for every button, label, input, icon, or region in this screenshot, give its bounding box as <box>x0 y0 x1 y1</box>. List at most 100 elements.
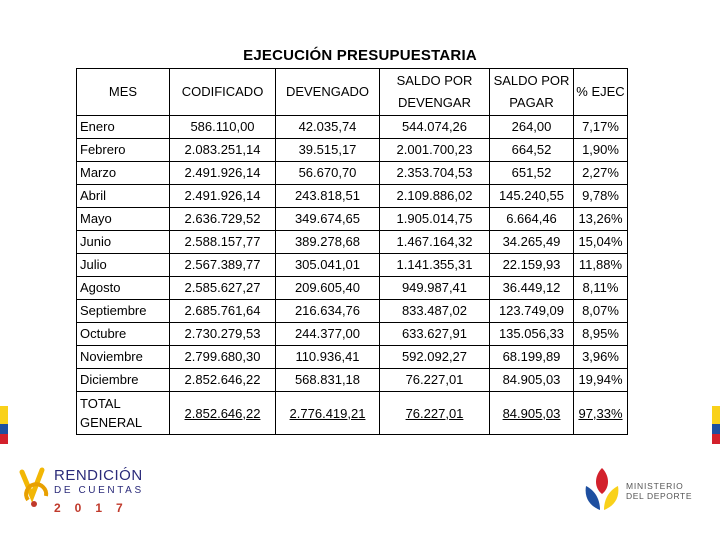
cell-pct-ejec: 3,96% <box>573 345 628 369</box>
cell-saldo-pagar: 22.159,93 <box>489 253 574 277</box>
cell-mes: Julio <box>76 253 170 277</box>
cell-saldo-pagar: 651,52 <box>489 161 574 185</box>
cell-mes: Noviembre <box>76 345 170 369</box>
cell-devengado: 216.634,76 <box>275 299 380 323</box>
table-row: Mayo 2.636.729,52 349.674,65 1.905.014,75 6.… <box>76 207 628 231</box>
table-row: Agosto 2.585.627,27 209.605,40 949.987,41 36… <box>76 276 628 300</box>
cell-devengado: 244.377,00 <box>275 322 380 346</box>
cell-saldo-pagar: 84.905,03 <box>489 368 574 392</box>
header-saldo-pagar: SALDO POR PAGAR <box>489 68 574 116</box>
header-devengado: DEVENGADO <box>275 68 380 116</box>
total-cell-saldo-pagar: 84.905,03 <box>489 391 574 435</box>
cell-codificado: 2.083.251,14 <box>169 138 276 162</box>
cell-pct-ejec: 13,26% <box>573 207 628 231</box>
cell-pct-ejec: 8,07% <box>573 299 628 323</box>
total-row: TOTAL GENERAL 2.852.646,22 2.776.419,21 76.… <box>76 391 628 435</box>
header-mes: MES <box>76 68 170 116</box>
cell-devengado: 39.515,17 <box>275 138 380 162</box>
ministerio-line1: MINISTERIO <box>626 481 684 491</box>
cell-saldo-devengar: 833.487,02 <box>379 299 490 323</box>
ministerio-deporte-logo: MINISTERIO DEL DEPORTE <box>580 466 710 516</box>
cell-saldo-devengar: 2.001.700,23 <box>379 138 490 162</box>
cell-devengado: 305.041,01 <box>275 253 380 277</box>
cell-codificado: 2.588.157,77 <box>169 230 276 254</box>
cell-mes: Abril <box>76 184 170 208</box>
header-pct-ejec: % EJEC <box>573 68 628 116</box>
cell-devengado: 56.670,70 <box>275 161 380 185</box>
cell-pct-ejec: 1,90% <box>573 138 628 162</box>
rendicion-cuentas-logo: RENDICIÓN DE CUENTAS 2017 <box>18 464 148 522</box>
cell-devengado: 42.035,74 <box>275 115 380 139</box>
cell-codificado: 2.491.926,14 <box>169 161 276 185</box>
cell-saldo-devengar: 544.074,26 <box>379 115 490 139</box>
cell-saldo-devengar: 2.109.886,02 <box>379 184 490 208</box>
cell-mes: Junio <box>76 230 170 254</box>
budget-table: MES CODIFICADO DEVENGADO SALDO POR DEVEN… <box>76 68 628 435</box>
table-row: Abril 2.491.926,14 243.818,51 2.109.886,02 1… <box>76 184 628 208</box>
cell-saldo-pagar: 264,00 <box>489 115 574 139</box>
cell-devengado: 568.831,18 <box>275 368 380 392</box>
cell-pct-ejec: 9,78% <box>573 184 628 208</box>
table-header-row: MES CODIFICADO DEVENGADO SALDO POR DEVEN… <box>76 68 628 116</box>
header-codificado: CODIFICADO <box>169 68 276 116</box>
cell-mes: Agosto <box>76 276 170 300</box>
cell-codificado: 2.799.680,30 <box>169 345 276 369</box>
total-cell-codificado: 2.852.646,22 <box>169 391 276 435</box>
cell-codificado: 2.491.926,14 <box>169 184 276 208</box>
table-row: Septiembre 2.685.761,64 216.634,76 833.487,… <box>76 299 628 323</box>
header-saldo-devengar: SALDO POR DEVENGAR <box>379 68 490 116</box>
total-cell-devengado: 2.776.419,21 <box>275 391 380 435</box>
table-row: Noviembre 2.799.680,30 110.936,41 592.092,2… <box>76 345 628 369</box>
cell-saldo-pagar: 36.449,12 <box>489 276 574 300</box>
cell-saldo-devengar: 2.353.704,53 <box>379 161 490 185</box>
page-title: EJECUCIÓN PRESUPUESTARIA <box>243 47 477 64</box>
total-cell-pct-ejec: 97,33% <box>573 391 628 435</box>
cell-pct-ejec: 2,27% <box>573 161 628 185</box>
table-row: Julio 2.567.389,77 305.041,01 1.141.355,31 2… <box>76 253 628 277</box>
cell-codificado: 2.585.627,27 <box>169 276 276 300</box>
flag-stripe-left <box>0 406 8 444</box>
total-cell-mes: TOTAL GENERAL <box>76 391 170 435</box>
cell-saldo-pagar: 123.749,09 <box>489 299 574 323</box>
cell-devengado: 243.818,51 <box>275 184 380 208</box>
cell-pct-ejec: 11,88% <box>573 253 628 277</box>
rendicion-line2: DE CUENTAS <box>54 485 144 496</box>
cell-devengado: 209.605,40 <box>275 276 380 300</box>
cell-mes: Febrero <box>76 138 170 162</box>
total-cell-saldo-devengar: 76.227,01 <box>379 391 490 435</box>
cell-codificado: 2.636.729,52 <box>169 207 276 231</box>
cell-saldo-pagar: 664,52 <box>489 138 574 162</box>
cell-mes: Enero <box>76 115 170 139</box>
cell-saldo-pagar: 6.664,46 <box>489 207 574 231</box>
cell-mes: Septiembre <box>76 299 170 323</box>
cell-saldo-pagar: 135.056,33 <box>489 322 574 346</box>
cell-mes: Mayo <box>76 207 170 231</box>
cell-codificado: 2.685.761,64 <box>169 299 276 323</box>
cell-mes: Marzo <box>76 161 170 185</box>
cell-saldo-devengar: 1.141.355,31 <box>379 253 490 277</box>
cell-devengado: 349.674,65 <box>275 207 380 231</box>
cell-codificado: 2.567.389,77 <box>169 253 276 277</box>
rendicion-year: 2017 <box>54 501 137 515</box>
table-row: Diciembre 2.852.646,22 568.831,18 76.227,01… <box>76 368 628 392</box>
cell-codificado: 2.730.279,53 <box>169 322 276 346</box>
cell-mes: Octubre <box>76 322 170 346</box>
cell-devengado: 389.278,68 <box>275 230 380 254</box>
cell-pct-ejec: 7,17% <box>573 115 628 139</box>
rendicion-emblem-icon <box>19 467 49 507</box>
flag-stripe-right <box>712 406 720 444</box>
table-row: Enero 586.110,00 42.035,74 544.074,26 264,00… <box>76 115 628 139</box>
table-row: Octubre 2.730.279,53 244.377,00 633.627,91 1… <box>76 322 628 346</box>
table-row: Junio 2.588.157,77 389.278,68 1.467.164,32 3… <box>76 230 628 254</box>
cell-pct-ejec: 19,94% <box>573 368 628 392</box>
cell-saldo-devengar: 1.467.164,32 <box>379 230 490 254</box>
cell-codificado: 2.852.646,22 <box>169 368 276 392</box>
cell-mes: Diciembre <box>76 368 170 392</box>
cell-devengado: 110.936,41 <box>275 345 380 369</box>
cell-pct-ejec: 8,95% <box>573 322 628 346</box>
cell-pct-ejec: 8,11% <box>573 276 628 300</box>
rendicion-line1: RENDICIÓN <box>54 467 143 484</box>
ministerio-line2: DEL DEPORTE <box>626 491 693 501</box>
cell-saldo-devengar: 592.092,27 <box>379 345 490 369</box>
cell-saldo-pagar: 145.240,55 <box>489 184 574 208</box>
